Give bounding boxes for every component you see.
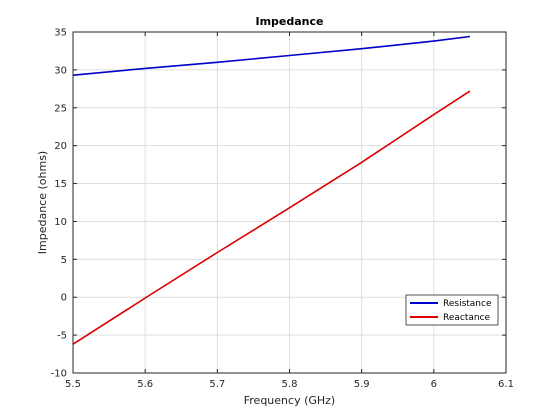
legend: Resistance Reactance (405, 294, 499, 326)
y-tick-label: 30 (54, 65, 67, 76)
y-tick-label: 20 (54, 141, 67, 152)
y-tick-label: 5 (61, 255, 67, 266)
y-tick-label: 0 (61, 293, 67, 304)
y-tick-label: 10 (54, 217, 67, 228)
legend-box (405, 294, 499, 326)
y-tick-label: -5 (57, 331, 67, 342)
chart-title: Impedance (256, 15, 324, 28)
y-axis-label: Impedance (ohms) (36, 151, 49, 254)
x-axis-label: Frequency (GHz) (244, 394, 335, 407)
x-tick-label: 5.8 (282, 379, 298, 390)
y-tick-label: 15 (54, 179, 67, 190)
series-layer (72, 35, 471, 345)
legend-label-reactance: Reactance (443, 313, 491, 323)
x-tick-label: 5.5 (65, 379, 81, 390)
y-tick-label: 25 (54, 103, 67, 114)
legend-label-resistance: Resistance (443, 299, 492, 309)
y-tick-label: -10 (51, 369, 67, 380)
x-tick-label: 5.6 (137, 379, 153, 390)
x-tick-label: 5.7 (209, 379, 225, 390)
y-tick-label: 35 (54, 28, 67, 39)
series-line-resistance (72, 35, 471, 76)
x-tick-label: 6.1 (498, 379, 514, 390)
x-tick-label: 5.9 (354, 379, 370, 390)
ticks: 5.5 5.6 5.7 5.8 5.9 6 6.1 -10 -5 0 5 10 15 20 25 30 35 (51, 28, 514, 391)
x-tick-label: 6 (431, 379, 437, 390)
series-line-reactance (72, 90, 471, 345)
